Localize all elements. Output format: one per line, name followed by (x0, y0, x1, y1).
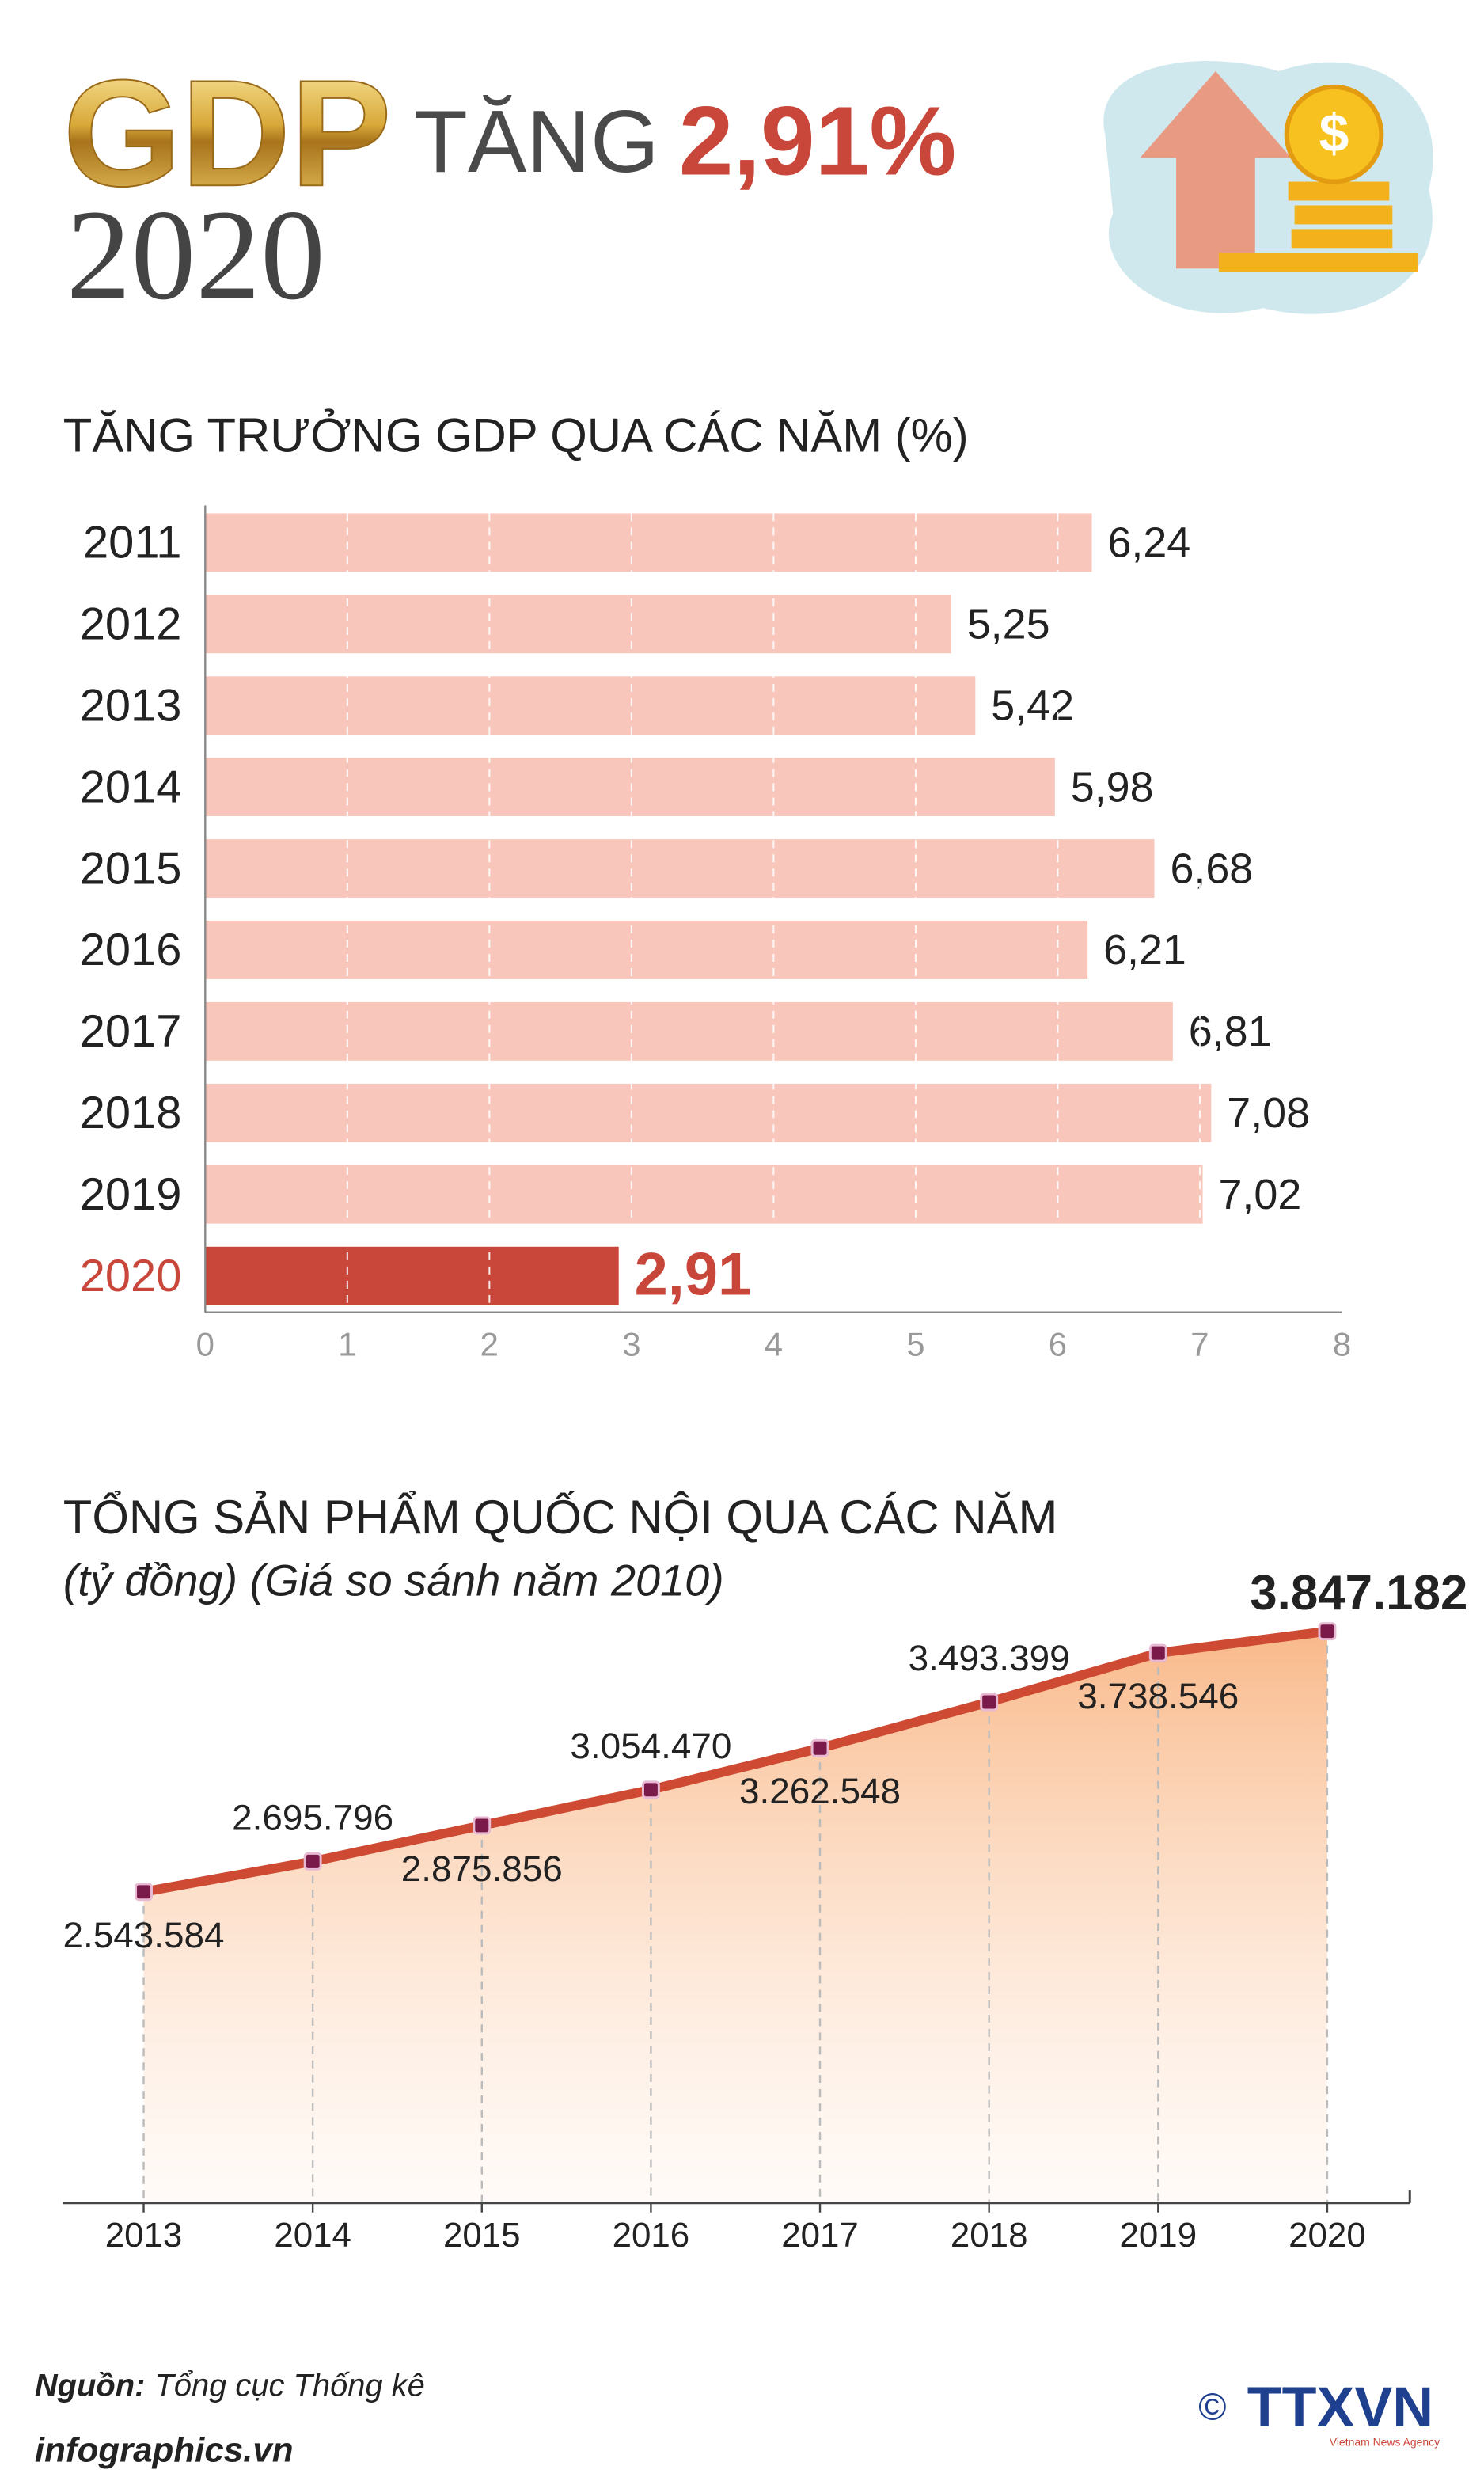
chart-title: TỔNG SẢN PHẨM QUỐC NỘI QUA CÁC NĂM (63, 1491, 1058, 1544)
marker (473, 1816, 492, 1835)
x-tick-label: 6 (1049, 1326, 1067, 1363)
header-highlight: 2,91% (679, 86, 957, 196)
x-tick-label: 5 (906, 1326, 924, 1363)
bar (205, 839, 1155, 898)
x-tick-label: 8 (1333, 1326, 1351, 1363)
x-tick-label: 2014 (274, 2216, 351, 2255)
value-label: 3.847.182 (1250, 1566, 1467, 1620)
chart-title: TĂNG TRƯỞNG GDP QUA CÁC NĂM (%) (63, 409, 969, 462)
x-tick-label: 2013 (105, 2216, 183, 2255)
x-tick-label: 4 (765, 1326, 783, 1363)
x-tick-label: 0 (196, 1326, 214, 1363)
marker (810, 1738, 829, 1757)
y-tick-label: 2019 (80, 1169, 182, 1220)
source: Tổng cục Thống kê (154, 2369, 424, 2403)
marker (1318, 1622, 1337, 1641)
x-tick-label: 3 (622, 1326, 640, 1363)
chart-subtitle: (tỷ đồng) (Giá so sánh năm 2010) (63, 1556, 724, 1605)
x-tick-label: 7 (1190, 1326, 1209, 1363)
bar (205, 595, 951, 654)
y-tick-label: 2017 (80, 1006, 182, 1057)
x-tick-label: 2020 (1289, 2216, 1366, 2255)
svg-text:$: $ (1319, 104, 1349, 164)
brand-sub: Vietnam News Agency (1330, 2436, 1440, 2449)
value-label: 7,08 (1227, 1089, 1310, 1137)
y-tick-label: 2011 (83, 518, 181, 568)
value-label: 6,24 (1107, 519, 1190, 567)
value-label: 2.695.796 (232, 1797, 393, 1838)
marker (303, 1852, 322, 1871)
line (142, 1626, 1328, 1897)
value-label: 2.875.856 (401, 1848, 563, 1889)
value-label: 5,25 (967, 600, 1050, 648)
value-label: 3.262.548 (739, 1770, 901, 1811)
bar (205, 1246, 619, 1305)
value-label: 5,98 (1071, 763, 1154, 811)
y-tick-label: 2013 (80, 680, 182, 731)
bar (205, 921, 1088, 979)
y-tick-label: 2014 (80, 762, 182, 812)
value-label: 7,02 (1218, 1171, 1301, 1218)
value-label: 3.738.546 (1077, 1675, 1239, 1716)
site: infographics.vn (35, 2431, 294, 2470)
area (143, 1631, 1327, 2203)
brand: TTXVN (1247, 2376, 1433, 2439)
value-label: 2,91 (635, 1241, 751, 1309)
header-year: 2020 (66, 184, 325, 327)
x-tick-label: 2015 (443, 2216, 521, 2255)
value-label: 5,42 (991, 682, 1074, 729)
copyright: © (1198, 2387, 1226, 2429)
y-tick-label: 2012 (80, 599, 182, 650)
x-tick-label: 1 (338, 1326, 356, 1363)
header-prefix: TĂNG (414, 92, 659, 191)
x-tick-label: 2019 (1119, 2216, 1197, 2255)
value-label: 3.054.470 (570, 1725, 731, 1766)
bar (205, 1002, 1173, 1061)
bar (205, 1165, 1203, 1224)
x-tick-label: 2018 (951, 2216, 1028, 2255)
marker (641, 1780, 660, 1799)
source-label: Nguồn: (35, 2369, 146, 2403)
marker (1148, 1643, 1167, 1662)
bar (205, 758, 1055, 817)
x-tick-label: 2016 (613, 2216, 690, 2255)
y-tick-label: 2020 (80, 1251, 182, 1301)
marker (135, 1883, 153, 1902)
x-tick-label: 2 (480, 1326, 499, 1363)
value-label: 3.493.399 (909, 1637, 1070, 1678)
value-label: 6,21 (1103, 926, 1186, 974)
y-tick-label: 2018 (80, 1088, 182, 1138)
bar (205, 1083, 1212, 1142)
marker (980, 1693, 999, 1712)
value-label: 6,68 (1170, 845, 1253, 892)
y-tick-label: 2016 (80, 925, 182, 975)
bar (205, 676, 976, 735)
value-label: 6,81 (1189, 1008, 1272, 1055)
header-title: GDP (63, 48, 392, 218)
x-tick-label: 2017 (781, 2216, 859, 2255)
bar (205, 513, 1092, 572)
growth-icon: $ (1103, 60, 1433, 314)
y-tick-label: 2015 (80, 843, 182, 894)
value-label: 2.543.584 (63, 1914, 225, 1955)
